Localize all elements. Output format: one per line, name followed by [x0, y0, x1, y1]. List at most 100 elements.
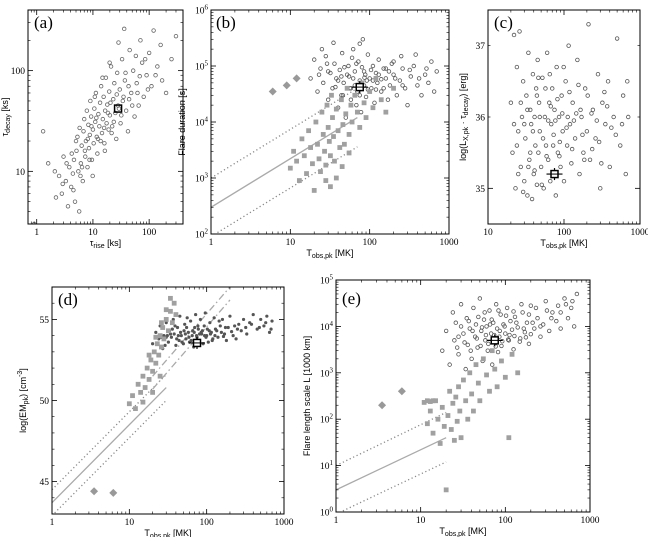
- data-point: [96, 111, 101, 117]
- panel-c: 10 100 1000 35 36 37 Tobs,pk [MK] log(LX,pk · τ…: [458, 9, 648, 250]
- data-point: [210, 338, 214, 343]
- data-point: [546, 118, 551, 123]
- data-point: [95, 136, 101, 142]
- data-point: [52, 169, 58, 174]
- data-point: [346, 74, 352, 79]
- x-tick-label: 10: [416, 516, 426, 526]
- data-point: [331, 134, 336, 139]
- data-point: [387, 83, 393, 88]
- data-point: [162, 334, 166, 338]
- data-point: [141, 94, 146, 99]
- data-point: [122, 26, 127, 32]
- data-point: [78, 173, 83, 179]
- x-axis-label: Tobs,pk [MK]: [144, 528, 191, 537]
- data-point: [164, 321, 168, 325]
- data-point: [163, 90, 169, 96]
- data-point: [494, 384, 500, 390]
- y-tick-label: 10: [16, 168, 26, 178]
- data-point: [177, 338, 181, 343]
- ticks-e: [335, 279, 591, 513]
- data-point: [217, 319, 221, 323]
- data-point: [618, 143, 623, 148]
- data-point: [593, 136, 598, 141]
- data-point: [391, 59, 396, 64]
- data-point: [453, 394, 459, 400]
- y-tick-label: 100: [11, 67, 26, 77]
- y-axis-label: log(EMpk) [cm-3]: [17, 368, 30, 433]
- data-point: [87, 157, 92, 163]
- data-point: [121, 94, 126, 99]
- data-point: [165, 328, 171, 334]
- data-point: [370, 105, 376, 111]
- data-point: [184, 337, 188, 341]
- data-point: [362, 75, 367, 80]
- data-point: [233, 324, 237, 328]
- data-point: [154, 330, 158, 334]
- x-tick-label: 100: [557, 228, 572, 238]
- data-point: [216, 335, 220, 339]
- data-point: [473, 362, 479, 368]
- data-point: [524, 93, 529, 98]
- data-point: [89, 157, 95, 163]
- data-point: [109, 130, 114, 136]
- data-point: [163, 307, 169, 313]
- data-point: [100, 116, 106, 122]
- data-point: [308, 76, 313, 81]
- data-point: [563, 302, 569, 307]
- data-point: [140, 399, 146, 405]
- x-tick-label: 100: [142, 228, 157, 238]
- data-point: [512, 314, 518, 320]
- data-point: [458, 435, 464, 441]
- data-point: [73, 138, 79, 144]
- data-point: [464, 316, 469, 321]
- data-point: [517, 29, 522, 34]
- data-point: [433, 398, 438, 404]
- data-point: [310, 161, 315, 167]
- data-point: [532, 168, 537, 173]
- data-point: [45, 161, 51, 166]
- data-point: [450, 310, 456, 315]
- data-point: [458, 302, 464, 307]
- data-point: [453, 320, 459, 325]
- data-point: [391, 85, 396, 91]
- x-tick-label: 1: [50, 518, 55, 528]
- data-point: [323, 162, 329, 168]
- data-point: [443, 487, 449, 493]
- plot-area-a: [31, 26, 179, 224]
- data-point: [538, 164, 544, 170]
- data-point: [470, 328, 475, 334]
- data-point: [376, 72, 381, 77]
- data-point: [114, 136, 119, 142]
- data-point: [553, 118, 558, 123]
- data-point: [99, 130, 105, 136]
- data-point: [576, 82, 581, 88]
- data-point: [555, 303, 561, 308]
- data-point: [107, 89, 112, 94]
- data-point: [105, 102, 110, 107]
- data-point: [445, 413, 451, 418]
- data-point: [126, 84, 131, 89]
- data-point: [546, 168, 563, 181]
- data-point: [178, 330, 183, 334]
- data-point: [219, 330, 223, 334]
- data-point: [81, 129, 86, 134]
- data-point: [493, 344, 498, 349]
- data-point: [547, 71, 552, 77]
- data-point: [145, 87, 151, 92]
- data-point: [429, 59, 434, 64]
- data-point: [139, 60, 145, 65]
- x-tick-label: 10: [125, 518, 135, 528]
- series-diamonds: [268, 74, 301, 96]
- data-point: [98, 138, 103, 144]
- data-point: [367, 89, 373, 94]
- data-point: [399, 53, 404, 59]
- data-point: [98, 84, 104, 89]
- data-point: [487, 308, 492, 313]
- data-point: [229, 329, 234, 334]
- data-point: [102, 141, 107, 146]
- data-point: [587, 157, 593, 162]
- data-point: [83, 154, 88, 159]
- data-point: [569, 305, 574, 311]
- data-point: [104, 121, 109, 126]
- data-point: [328, 153, 333, 159]
